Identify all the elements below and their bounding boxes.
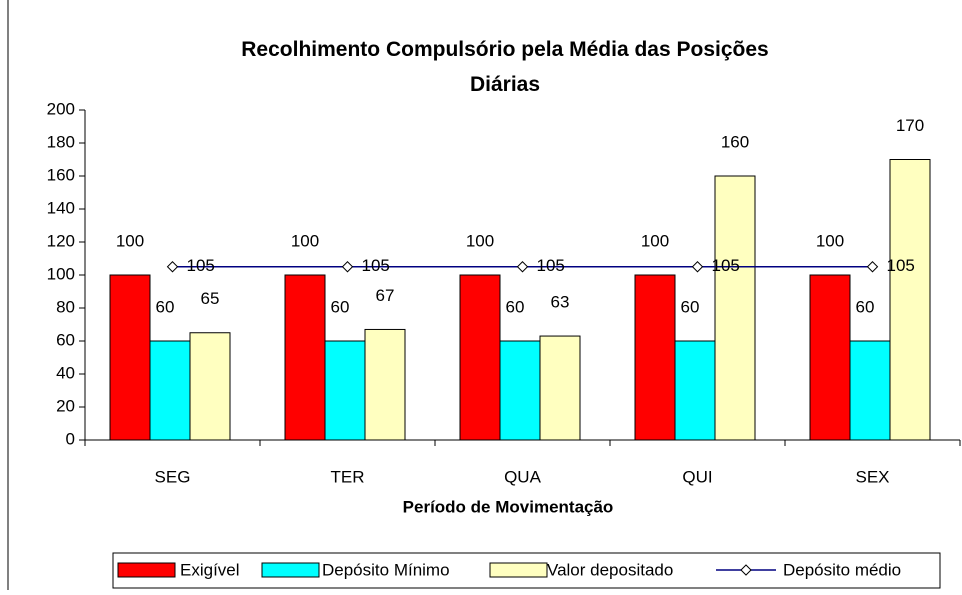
data-label: 105: [712, 256, 740, 275]
legend-label: Exigível: [180, 560, 240, 579]
bar: [284, 274, 326, 441]
data-label: 60: [681, 297, 700, 316]
bar: [109, 274, 151, 441]
bar: [539, 335, 581, 441]
y-tick-label: 200: [47, 99, 75, 118]
data-label: 105: [537, 256, 565, 275]
data-label: 100: [291, 231, 319, 250]
data-label: 65: [201, 289, 220, 308]
legend-swatch: [117, 562, 176, 578]
bar: [459, 274, 501, 441]
data-label: 160: [721, 132, 749, 151]
data-label: 105: [362, 256, 390, 275]
legend-label: Valor depositado: [547, 560, 673, 579]
y-tick-label: 40: [56, 363, 75, 382]
legend-label: Depósito Mínimo: [322, 560, 450, 579]
data-label: 170: [896, 116, 924, 135]
x-tick-label: QUI: [682, 467, 712, 486]
bar: [714, 175, 756, 441]
line-marker: [866, 261, 879, 273]
bar: [674, 340, 716, 441]
y-tick-label: 100: [47, 264, 75, 283]
line-marker: [341, 261, 354, 273]
y-tick-label: 180: [47, 132, 75, 151]
bar: [324, 340, 366, 441]
y-tick-label: 20: [56, 396, 75, 415]
bar: [634, 274, 676, 441]
bar: [809, 274, 851, 441]
line-marker: [691, 261, 704, 273]
line-marker: [166, 261, 179, 273]
bar: [849, 340, 891, 441]
bar: [149, 340, 191, 441]
data-label: 100: [816, 231, 844, 250]
legend-marker: [740, 564, 752, 576]
y-tick-label: 140: [47, 198, 75, 217]
legend-swatch: [261, 562, 320, 578]
y-tick-label: 80: [56, 297, 75, 316]
x-tick-label: QUA: [504, 467, 542, 486]
x-tick-label: TER: [331, 467, 365, 486]
data-label: 67: [376, 286, 395, 305]
legend-swatch: [489, 562, 548, 578]
y-tick-label: 60: [56, 330, 75, 349]
data-label: 63: [551, 293, 570, 312]
data-label: 60: [856, 297, 875, 316]
data-label: 105: [187, 256, 215, 275]
y-tick-label: 0: [66, 429, 75, 448]
data-label: 100: [116, 231, 144, 250]
bar: [189, 332, 231, 441]
x-tick-label: SEG: [155, 467, 191, 486]
y-tick-label: 160: [47, 165, 75, 184]
y-tick-label: 120: [47, 231, 75, 250]
bar: [364, 328, 406, 441]
data-label: 100: [466, 231, 494, 250]
data-label: 100: [641, 231, 669, 250]
x-axis-title: Período de Movimentação: [403, 497, 614, 516]
chart-title: Recolhimento Compulsório pela Média das …: [241, 38, 768, 96]
data-label: 60: [156, 297, 175, 316]
data-label: 60: [506, 297, 525, 316]
data-label: 60: [331, 297, 350, 316]
data-label: 105: [887, 256, 915, 275]
x-tick-label: SEX: [855, 467, 889, 486]
bar: [499, 340, 541, 441]
legend-label: Depósito médio: [783, 560, 901, 579]
bar: [889, 159, 931, 441]
line-marker: [516, 261, 529, 273]
